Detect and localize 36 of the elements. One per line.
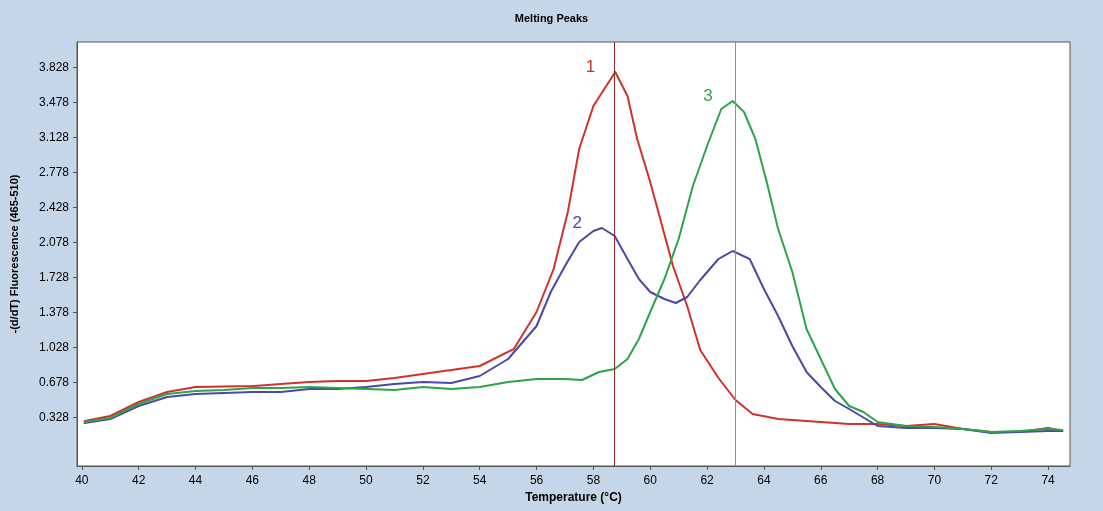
y-tick-label: 3.128	[38, 130, 70, 145]
x-tick-label: 48	[302, 473, 317, 487]
x-tick-label: 60	[643, 473, 658, 487]
x-tick-label: 70	[927, 473, 942, 487]
y-tick-label: 2.078	[38, 235, 70, 250]
x-tick-label: 66	[814, 473, 828, 487]
x-tick-label: 56	[529, 473, 544, 487]
y-tick-label: 3.478	[38, 95, 70, 110]
x-tick-label: 50	[359, 473, 374, 487]
series-label: 2	[572, 212, 582, 232]
x-tick-label: 42	[131, 473, 146, 487]
x-tick-label: 62	[700, 473, 715, 487]
series-label: 1	[585, 56, 596, 76]
x-axis-title: Temperature (°C)	[525, 489, 622, 504]
series-label: 3	[703, 85, 713, 105]
x-tick-label: 40	[75, 473, 89, 487]
x-tick-label: 58	[586, 473, 601, 487]
x-tick-label: 46	[245, 473, 260, 487]
x-tick-label: 64	[757, 473, 771, 487]
x-tick-label: 72	[984, 473, 999, 487]
x-tick-label: 52	[416, 473, 430, 487]
x-tick-label: 54	[473, 473, 487, 487]
y-tick-label: 2.778	[38, 165, 70, 180]
y-axis-title: -(d/dT) Fluorescence (465-510)	[7, 174, 20, 334]
x-tick-label: 68	[870, 473, 885, 487]
y-tick-label: 1.728	[38, 270, 70, 285]
y-tick-label: 2.428	[38, 200, 70, 215]
chart-title: Melting Peaks	[514, 11, 589, 24]
y-tick-label: 3.828	[38, 60, 70, 75]
y-tick-label: 0.678	[38, 375, 70, 390]
y-tick-label: 1.028	[38, 340, 70, 355]
y-tick-label: 1.378	[38, 305, 70, 320]
line-series	[83, 227, 1064, 434]
x-tick-label: 74	[1041, 473, 1056, 487]
y-tick-label: 0.328	[38, 410, 70, 425]
x-tick-label: 44	[188, 473, 203, 487]
